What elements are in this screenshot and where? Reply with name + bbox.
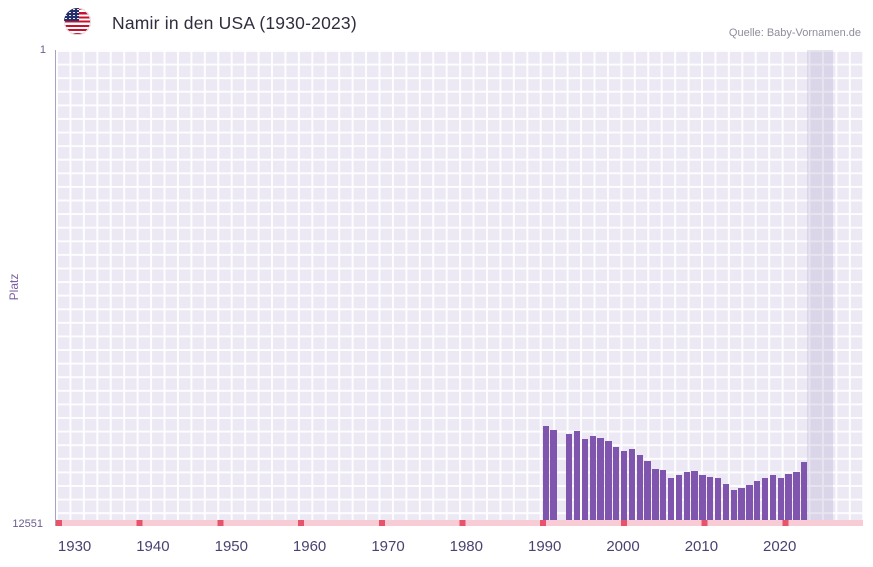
x-tick-label-1980: 1980 — [449, 538, 483, 555]
bar-2019[interactable] — [769, 475, 777, 520]
bar-2021[interactable] — [785, 473, 792, 520]
bar-2000[interactable] — [620, 451, 628, 520]
plot-area — [55, 50, 863, 526]
bar-1996[interactable] — [589, 435, 596, 520]
bar-1999[interactable] — [613, 446, 620, 520]
bar-2017[interactable] — [754, 480, 761, 520]
x-tick-label-1960: 1960 — [292, 538, 327, 555]
bar-2014[interactable] — [730, 490, 737, 520]
x-tick-label-2010: 2010 — [684, 538, 719, 555]
bar-2013[interactable] — [722, 484, 730, 520]
bar-2015[interactable] — [738, 488, 745, 520]
bar-2018[interactable] — [761, 478, 769, 520]
page-title: Namir in den USA (1930-2023) — [112, 13, 357, 33]
bar-2008[interactable] — [683, 472, 690, 520]
bar-2002[interactable] — [636, 455, 643, 520]
bar-2016[interactable] — [746, 485, 753, 520]
bar-2004[interactable] — [652, 469, 659, 520]
bar-2020[interactable] — [777, 478, 784, 520]
bar-2003[interactable] — [644, 461, 651, 520]
bar-1991[interactable] — [550, 430, 557, 520]
bar-1993[interactable] — [566, 433, 573, 520]
us-flag-icon — [64, 8, 91, 35]
source-note: Quelle: Baby-Vornamen.de — [728, 27, 861, 39]
bar-1995[interactable] — [581, 439, 589, 520]
x-tick-label-1970: 1970 — [371, 538, 405, 555]
bar-2011[interactable] — [707, 476, 714, 520]
bar-1994[interactable] — [573, 431, 581, 520]
bar-1990[interactable] — [542, 426, 549, 520]
y-axis-label: Platz — [7, 273, 21, 301]
y-tick-bottom: 12551 — [12, 518, 43, 530]
x-tick-label-1940: 1940 — [136, 538, 170, 555]
bar-1997[interactable] — [597, 437, 604, 520]
bar-2005[interactable] — [660, 470, 667, 520]
x-tick-label-1950: 1950 — [214, 538, 248, 555]
bar-2009[interactable] — [691, 470, 698, 520]
bar-2010[interactable] — [699, 474, 706, 520]
bar-2023[interactable] — [801, 461, 808, 520]
x-axis-ticks: 1930 1940 1950 1960 1970 1980 1990 2000 2010 2020 — [55, 538, 862, 558]
bar-2001[interactable] — [628, 449, 636, 520]
x-tick-label-1930: 1930 — [57, 538, 92, 555]
x-axis-baseline — [56, 520, 863, 526]
x-tick-label-2000: 2000 — [606, 538, 640, 555]
bar-2022[interactable] — [793, 472, 800, 520]
x-tick-label-1990: 1990 — [528, 538, 562, 555]
bar-2006[interactable] — [667, 477, 675, 520]
bar-2012[interactable] — [714, 478, 722, 520]
current-year-highlight-band — [807, 50, 833, 526]
bar-1998[interactable] — [605, 441, 612, 520]
bar-2007[interactable] — [675, 475, 683, 520]
x-tick-label-2020: 2020 — [763, 538, 797, 555]
y-tick-top: 1 — [39, 44, 46, 56]
